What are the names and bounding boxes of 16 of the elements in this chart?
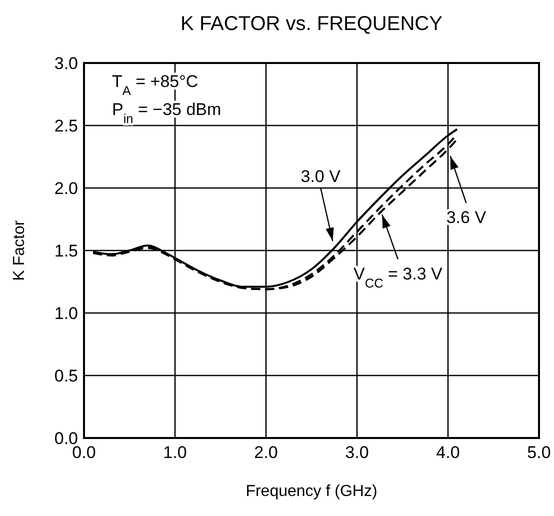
y-tick-label: 0.5 — [54, 366, 78, 386]
y-tick-label: 3.0 — [54, 54, 78, 73]
x-tick-label: 1.0 — [163, 443, 187, 462]
y-tick-label: 1.0 — [54, 304, 78, 323]
x-tick-label: 3.0 — [345, 443, 369, 462]
y-axis-title: K Factor — [11, 220, 28, 281]
x-tick-label: 4.0 — [436, 443, 460, 462]
x-tick-label: 0.0 — [72, 443, 96, 462]
chart-title: K FACTOR vs. FREQUENCY — [180, 13, 442, 35]
x-tick-label: 2.0 — [254, 443, 278, 462]
x-axis-title: Frequency f (GHz) — [246, 483, 378, 500]
y-tick-label: 1.5 — [54, 242, 78, 260]
x-tick-label: 5.0 — [527, 443, 551, 462]
y-tick-label: 2.5 — [54, 116, 78, 136]
y-tick-label: 2.0 — [54, 179, 78, 198]
text: 3.0 V — [300, 166, 342, 186]
